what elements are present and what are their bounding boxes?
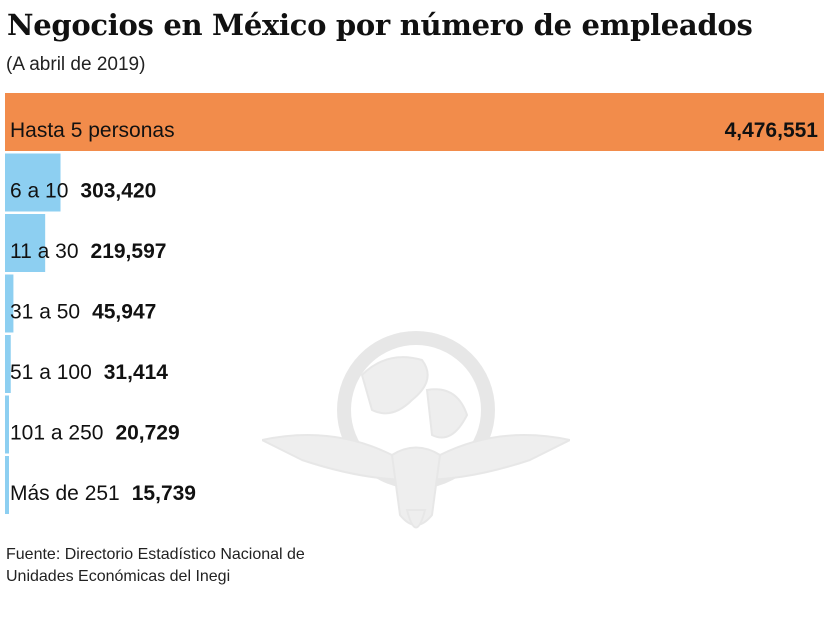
page-subtitle: (A abril de 2019) — [6, 54, 146, 75]
category-label-6: 101 a 250 — [10, 422, 103, 445]
bar-4 — [5, 274, 14, 333]
value-label-7: 15,739 — [132, 482, 196, 505]
value-label-1: 4,476,551 — [725, 119, 819, 142]
bar-2 — [5, 153, 61, 212]
value-label-6: 20,729 — [115, 422, 179, 445]
value-label-3: 219,597 — [91, 240, 167, 263]
source-note: Fuente: Directorio Estadístico Nacional … — [6, 544, 305, 588]
category-label-2: 6 a 10 — [10, 180, 68, 203]
category-label-1: Hasta 5 personas — [10, 119, 175, 142]
bar-6 — [5, 395, 9, 454]
source-line-1: Fuente: Directorio Estadístico Nacional … — [6, 546, 305, 563]
value-label-2: 303,420 — [80, 180, 156, 203]
category-label-7: Más de 251 — [10, 482, 120, 505]
category-label-5: 51 a 100 — [10, 361, 92, 384]
page-title: Negocios en México por número de emplead… — [7, 8, 753, 42]
bar-5 — [5, 335, 11, 393]
eagle-globe-icon — [262, 331, 570, 529]
source-line-2: Unidades Económicas del Inegi — [6, 568, 231, 585]
category-label-3: 11 a 30 — [10, 240, 79, 263]
value-label-4: 45,947 — [92, 301, 156, 324]
bar-3 — [5, 214, 46, 272]
category-label-4: 31 a 50 — [10, 301, 80, 324]
bar-1 — [5, 93, 824, 151]
value-label-5: 31,414 — [104, 361, 169, 384]
bar-7 — [5, 456, 9, 514]
